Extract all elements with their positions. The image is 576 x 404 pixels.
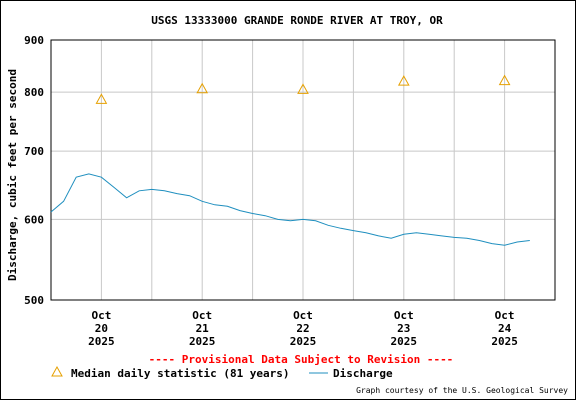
x-tick-label: 23 — [397, 322, 410, 335]
median-point — [196, 82, 209, 94]
x-tick-label: 20 — [95, 322, 108, 335]
x-tick-label: Oct — [293, 309, 313, 322]
y-axis-ticks: 500 600 700 800 900 — [24, 34, 44, 307]
y-tick-label: 800 — [24, 86, 44, 99]
x-tick-label: 2025 — [391, 335, 418, 348]
x-tick-label: Oct — [394, 309, 414, 322]
median-legend-triangle-icon — [51, 365, 63, 377]
discharge-legend-label: Discharge — [333, 367, 393, 380]
median-point — [498, 74, 511, 86]
chart-title: USGS 13333000 GRANDE RONDE RIVER AT TROY… — [151, 14, 443, 27]
median-series — [95, 74, 511, 104]
x-tick-label: 2025 — [88, 335, 115, 348]
y-tick-label: 900 — [24, 34, 44, 47]
x-tick-label: 2025 — [290, 335, 317, 348]
x-tick-label: Oct — [91, 309, 111, 322]
plot-area — [50, 39, 556, 301]
x-tick-label: Oct — [495, 309, 515, 322]
x-tick-label: 21 — [196, 322, 210, 335]
median-point — [95, 93, 108, 104]
y-tick-label: 600 — [24, 213, 44, 226]
x-tick-label: 22 — [296, 322, 309, 335]
median-legend-label: Median daily statistic (81 years) — [71, 367, 290, 380]
median-point — [297, 83, 309, 94]
grid-lines — [51, 40, 555, 300]
x-tick-label: 2025 — [491, 335, 518, 348]
median-point — [397, 75, 410, 86]
x-axis-ticks: Oct202025Oct212025Oct222025Oct232025Oct2… — [88, 309, 518, 348]
x-tick-label: 2025 — [189, 335, 216, 348]
credit-text: Graph courtesy of the U.S. Geological Su… — [356, 386, 568, 395]
discharge-line — [50, 173, 530, 246]
discharge-series — [50, 173, 530, 246]
y-tick-label: 500 — [24, 294, 44, 307]
legend: Median daily statistic (81 years) Discha… — [51, 365, 393, 380]
y-tick-label: 700 — [24, 145, 44, 158]
provisional-notice: ---- Provisional Data Subject to Revisio… — [149, 353, 454, 366]
x-tick-label: Oct — [192, 309, 212, 322]
x-tick-label: 24 — [498, 322, 512, 335]
y-axis-label: Discharge, cubic feet per second — [6, 69, 19, 281]
